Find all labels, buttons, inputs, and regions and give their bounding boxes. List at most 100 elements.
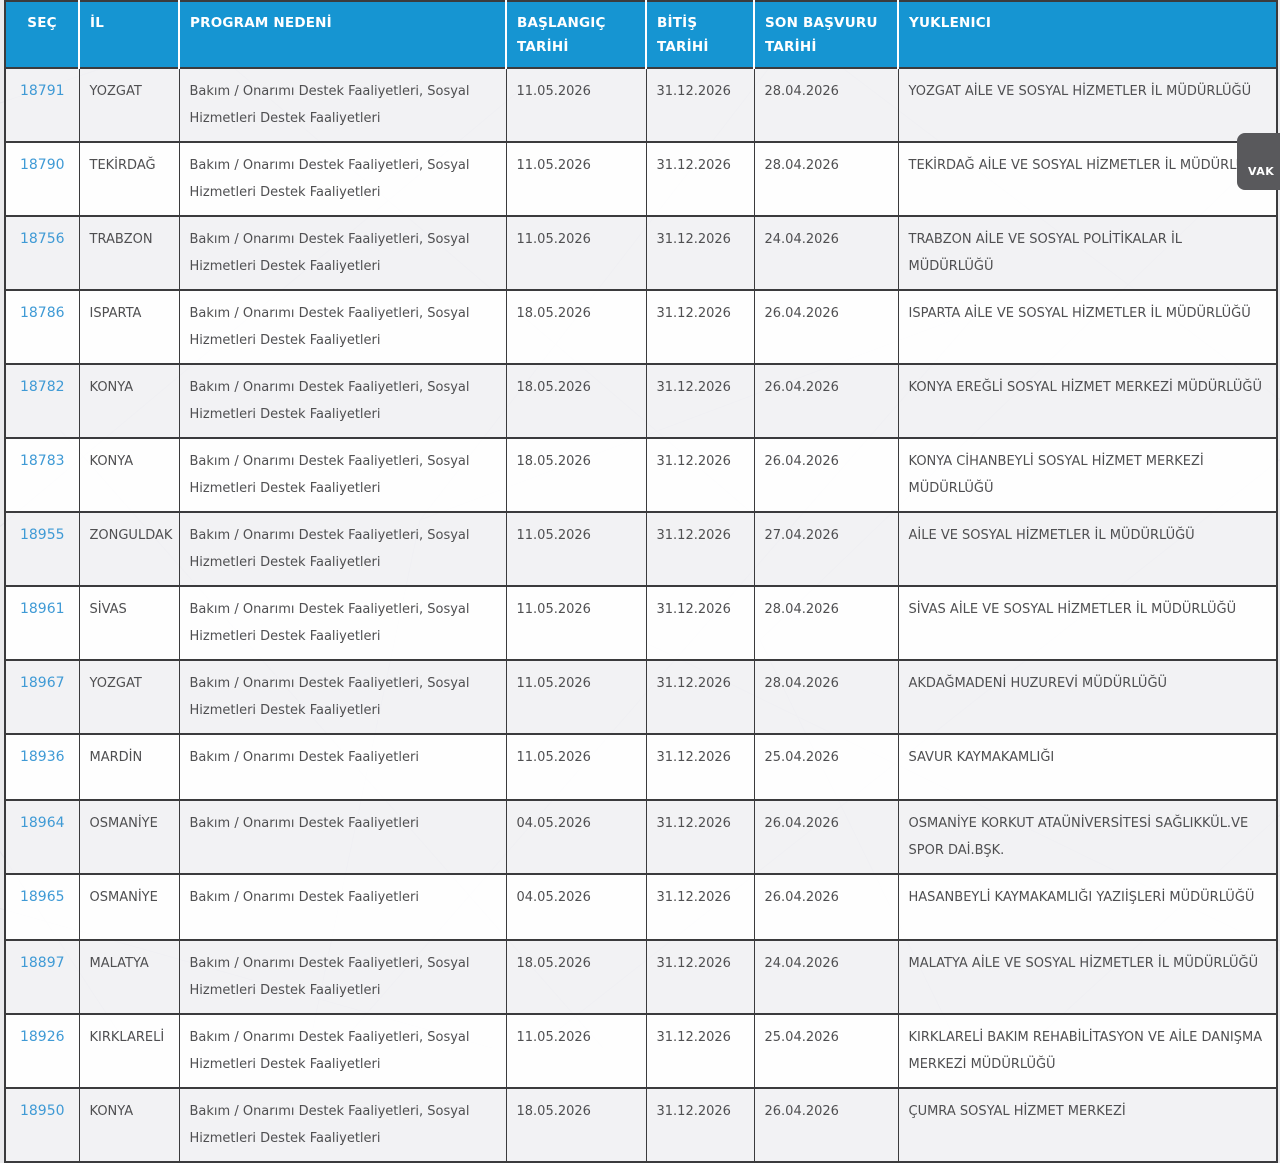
cell-baslangic: 11.05.2026 — [505, 68, 647, 142]
cell-sec: 18786 — [4, 290, 80, 364]
column-header-yuklenici: YUKLENICI — [898, 1, 1277, 68]
cell-sec: 18936 — [4, 734, 80, 800]
column-header-il: İL — [79, 1, 180, 68]
cell-bitis: 31.12.2026 — [645, 1014, 755, 1088]
cell-yuklenici: SİVAS AİLE VE SOSYAL HİZMETLER İL MÜDÜRL… — [897, 586, 1278, 660]
cell-il: TEKİRDAĞ — [78, 142, 180, 216]
cell-il: MALATYA — [78, 940, 180, 1014]
cell-program: Bakım / Onarımı Destek Faaliyetleri, Sos… — [178, 216, 507, 290]
cell-son_basvuru: 24.04.2026 — [753, 940, 899, 1014]
cell-program: Bakım / Onarımı Destek Faaliyetleri, Sos… — [178, 364, 507, 438]
cell-sec: 18897 — [4, 940, 80, 1014]
cell-son_basvuru: 25.04.2026 — [753, 1014, 899, 1088]
program-id-link[interactable]: 18897 — [19, 955, 65, 971]
cell-son_basvuru: 26.04.2026 — [753, 364, 899, 438]
table-row: 18786 ISPARTA Bakım / Onarımı Destek Faali… — [4, 290, 1278, 364]
table-row: 18756 TRABZON Bakım / Onarımı Destek Faali… — [4, 216, 1278, 290]
vakif-side-tab[interactable]: VAK — [1237, 133, 1280, 190]
program-id-link[interactable]: 18936 — [19, 749, 65, 765]
cell-sec: 18961 — [4, 586, 80, 660]
cell-bitis: 31.12.2026 — [645, 586, 755, 660]
cell-bitis: 31.12.2026 — [645, 940, 755, 1014]
cell-program: Bakım / Onarımı Destek Faaliyetleri, Sos… — [178, 142, 507, 216]
table-row: 18950 KONYA Bakım / Onarımı Destek Faaliye… — [4, 1088, 1278, 1162]
cell-yuklenici: AİLE VE SOSYAL HİZMETLER İL MÜDÜRLÜĞÜ — [897, 512, 1278, 586]
cell-il: SİVAS — [78, 586, 180, 660]
cell-bitis: 31.12.2026 — [645, 68, 755, 142]
cell-baslangic: 04.05.2026 — [505, 800, 647, 874]
program-id-link[interactable]: 18965 — [19, 889, 65, 905]
cell-sec: 18790 — [4, 142, 80, 216]
cell-program: Bakım / Onarımı Destek Faaliyetleri, Sos… — [178, 438, 507, 512]
cell-program: Bakım / Onarımı Destek Faaliyetleri, Sos… — [178, 68, 507, 142]
column-header-son_basvuru: SON BAŞVURU TARİHİ — [754, 1, 899, 68]
cell-yuklenici: KONYA EREĞLİ SOSYAL HİZMET MERKEZİ MÜDÜR… — [897, 364, 1278, 438]
program-id-link[interactable]: 18955 — [19, 527, 65, 543]
program-id-link[interactable]: 18926 — [19, 1029, 65, 1045]
program-id-link[interactable]: 18950 — [19, 1103, 65, 1119]
cell-baslangic: 11.05.2026 — [505, 1014, 647, 1088]
cell-yuklenici: SAVUR KAYMAKAMLIĞI — [897, 734, 1278, 800]
table-row: 18965 OSMANİYE Bakım / Onarımı Destek Faal… — [4, 874, 1278, 940]
table-row: 18782 KONYA Bakım / Onarımı Destek Faaliye… — [4, 364, 1278, 438]
program-id-link[interactable]: 18783 — [19, 453, 65, 469]
cell-sec: 18783 — [4, 438, 80, 512]
table-row: 18936 MARDİN Bakım / Onarımı Destek Faaliy… — [4, 734, 1278, 800]
program-id-link[interactable]: 18756 — [19, 231, 65, 247]
program-id-link[interactable]: 18790 — [19, 157, 65, 173]
table-header-row: SEÇ İL PROGRAM NEDENİ BAŞLANGIÇ TARİHİ BİTİŞ… — [5, 1, 1277, 68]
cell-yuklenici: HASANBEYLİ KAYMAKAMLIĞI YAZIİŞLERİ MÜDÜR… — [897, 874, 1278, 940]
cell-son_basvuru: 26.04.2026 — [753, 1088, 899, 1162]
cell-baslangic: 18.05.2026 — [505, 438, 647, 512]
cell-baslangic: 11.05.2026 — [505, 660, 647, 734]
column-header-program: PROGRAM NEDENİ — [179, 1, 507, 68]
cell-bitis: 31.12.2026 — [645, 660, 755, 734]
cell-bitis: 31.12.2026 — [645, 142, 755, 216]
cell-program: Bakım / Onarımı Destek Faaliyetleri, Sos… — [178, 290, 507, 364]
table-row: 18897 MALATYA Bakım / Onarımı Destek Faali… — [4, 940, 1278, 1014]
table-row: 18783 KONYA Bakım / Onarımı Destek Faaliye… — [4, 438, 1278, 512]
cell-son_basvuru: 27.04.2026 — [753, 512, 899, 586]
results-table-container: SEÇ İL PROGRAM NEDENİ BAŞLANGIÇ TARİHİ BİTİŞ… — [4, 0, 1278, 1163]
column-header-baslangic: BAŞLANGIÇ TARİHİ — [506, 1, 647, 68]
cell-sec: 18955 — [4, 512, 80, 586]
cell-baslangic: 11.05.2026 — [505, 586, 647, 660]
cell-il: KONYA — [78, 438, 180, 512]
cell-program: Bakım / Onarımı Destek Faaliyetleri — [178, 734, 507, 800]
table-row: 18964 OSMANİYE Bakım / Onarımı Destek Faal… — [4, 800, 1278, 874]
cell-baslangic: 18.05.2026 — [505, 1088, 647, 1162]
cell-program: Bakım / Onarımı Destek Faaliyetleri, Sos… — [178, 940, 507, 1014]
program-id-link[interactable]: 18964 — [19, 815, 65, 831]
program-id-link[interactable]: 18967 — [19, 675, 65, 691]
program-id-link[interactable]: 18782 — [19, 379, 65, 395]
cell-bitis: 31.12.2026 — [645, 1088, 755, 1162]
cell-sec: 18782 — [4, 364, 80, 438]
table-header: SEÇ İL PROGRAM NEDENİ BAŞLANGIÇ TARİHİ BİTİŞ… — [5, 1, 1277, 68]
program-id-link[interactable]: 18961 — [19, 601, 65, 617]
cell-sec: 18965 — [4, 874, 80, 940]
cell-son_basvuru: 28.04.2026 — [753, 142, 899, 216]
cell-bitis: 31.12.2026 — [645, 512, 755, 586]
cell-baslangic: 18.05.2026 — [505, 940, 647, 1014]
cell-program: Bakım / Onarımı Destek Faaliyetleri — [178, 800, 507, 874]
cell-yuklenici: ISPARTA AİLE VE SOSYAL HİZMETLER İL MÜDÜ… — [897, 290, 1278, 364]
cell-yuklenici: TEKİRDAĞ AİLE VE SOSYAL HİZMETLER İL MÜD… — [897, 142, 1278, 216]
cell-sec: 18926 — [4, 1014, 80, 1088]
column-header-bitis: BİTİŞ TARİHİ — [646, 1, 755, 68]
cell-yuklenici: AKDAĞMADENİ HUZUREVİ MÜDÜRLÜĞÜ — [897, 660, 1278, 734]
program-id-link[interactable]: 18791 — [19, 83, 65, 99]
cell-bitis: 31.12.2026 — [645, 734, 755, 800]
cell-son_basvuru: 26.04.2026 — [753, 290, 899, 364]
table-body: 18791 YOZGAT Bakım / Onarımı Destek Faaliy… — [4, 68, 1278, 1162]
cell-il: KIRKLARELİ — [78, 1014, 180, 1088]
program-id-link[interactable]: 18786 — [19, 305, 65, 321]
cell-son_basvuru: 25.04.2026 — [753, 734, 899, 800]
cell-baslangic: 18.05.2026 — [505, 364, 647, 438]
cell-program: Bakım / Onarımı Destek Faaliyetleri — [178, 874, 507, 940]
table-row: 18955 ZONGULDAK Bakım / Onarımı Destek Faa… — [4, 512, 1278, 586]
cell-yuklenici: ÇUMRA SOSYAL HİZMET MERKEZİ — [897, 1088, 1278, 1162]
column-header-sec: SEÇ — [5, 1, 80, 68]
cell-program: Bakım / Onarımı Destek Faaliyetleri, Sos… — [178, 512, 507, 586]
cell-program: Bakım / Onarımı Destek Faaliyetleri, Sos… — [178, 660, 507, 734]
table-row: 18790 TEKİRDAĞ Bakım / Onarımı Destek Faal… — [4, 142, 1278, 216]
